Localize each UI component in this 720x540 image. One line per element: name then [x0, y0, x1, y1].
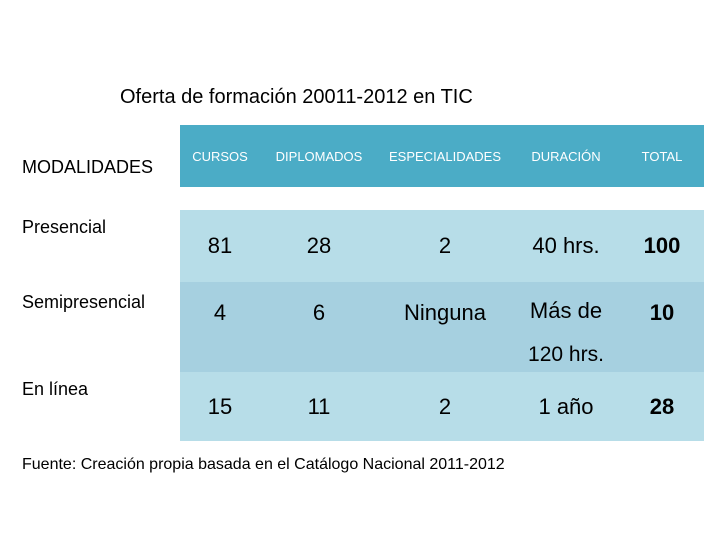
data-table: MODALIDADES CURSOS DIPLOMADOS ESPECIALID… [18, 125, 704, 441]
cell-en-linea-diplomados: 11 [260, 372, 378, 441]
header-total-label: TOTAL [641, 148, 683, 164]
cell-text: 1 año [538, 393, 594, 419]
cell-text: 28 [649, 393, 675, 419]
cell-en-linea-cursos: 15 [180, 372, 260, 441]
row-label-presencial: Presencial [18, 217, 180, 287]
header-diplomados: DIPLOMADOS [260, 125, 378, 187]
row-label-en-linea-text: En línea [22, 379, 89, 399]
row-label-presencial-text: Presencial [22, 217, 107, 237]
header-modalidades-label: MODALIDADES [22, 157, 154, 177]
header-duracion: DURACIÓN [512, 125, 620, 187]
header-total: TOTAL [620, 125, 704, 187]
header-diplomados-label: DIPLOMADOS [275, 148, 363, 164]
cell-text: 15 [207, 393, 233, 419]
header-duracion-label: DURACIÓN [531, 148, 601, 164]
cell-semipresencial-duracion: Más de 120 hrs. [512, 282, 620, 372]
cell-text: 28 [306, 233, 332, 258]
cell-text: 81 [207, 233, 233, 258]
cell-en-linea-total: 28 [620, 372, 704, 441]
header-cursos: CURSOS [180, 125, 260, 187]
cell-en-linea-duracion: 1 año [512, 372, 620, 441]
page-title: Oferta de formación 20011-2012 en TIC [120, 86, 473, 108]
cell-semipresencial-total: 10 [620, 282, 704, 372]
cell-text: 10 [649, 300, 675, 325]
source-footnote: Fuente: Creación propia basada en el Cat… [22, 456, 505, 473]
cell-text: 2 [438, 393, 452, 419]
cell-text-extra: 120 hrs. [528, 343, 604, 366]
cell-presencial-cursos: 81 [180, 210, 260, 282]
header-modalidades: MODALIDADES [18, 125, 180, 210]
cell-text: 2 [438, 233, 452, 258]
cell-semipresencial-especialidades: Ninguna [378, 282, 512, 372]
header-especialidades-label: ESPECIALIDADES [389, 148, 501, 164]
cell-presencial-duracion: 40 hrs. [512, 210, 620, 282]
cell-text: 100 [643, 233, 681, 258]
header-especialidades: ESPECIALIDADES [378, 125, 512, 187]
cell-text: 4 [213, 300, 227, 325]
row-label-semipresencial: Semipresencial [18, 292, 180, 362]
cell-text: Más de [529, 298, 603, 323]
cell-en-linea-especialidades: 2 [378, 372, 512, 441]
cell-text: 6 [312, 300, 326, 325]
cell-text: 11 [307, 393, 331, 419]
cell-presencial-diplomados: 28 [260, 210, 378, 282]
cell-presencial-especialidades: 2 [378, 210, 512, 282]
header-cursos-label: CURSOS [192, 148, 248, 164]
cell-text: Ninguna [404, 300, 486, 325]
row-label-semipresencial-text: Semipresencial [22, 292, 146, 312]
cell-semipresencial-cursos: 4 [180, 282, 260, 372]
row-label-en-linea: En línea [18, 379, 180, 439]
cell-semipresencial-diplomados: 6 [260, 282, 378, 372]
cell-text: 40 hrs. [532, 233, 600, 258]
cell-presencial-total: 100 [620, 210, 704, 282]
